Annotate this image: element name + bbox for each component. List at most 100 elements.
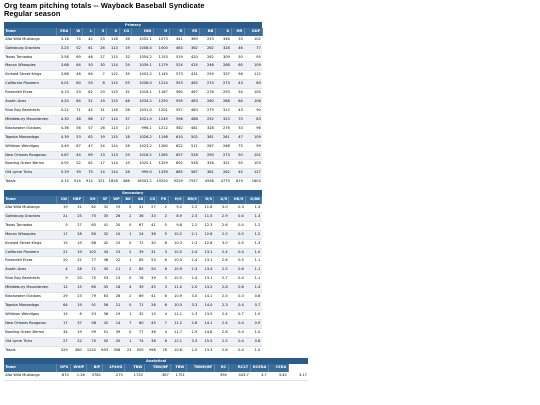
column-header[interactable]: CG (119, 27, 132, 36)
column-header[interactable]: Team (4, 27, 57, 36)
stat-cell: 65 (132, 256, 145, 267)
stat-cell: 20 (56, 256, 69, 267)
stat-cell: 1.1 (245, 274, 262, 285)
stat-cell: 98 (83, 319, 98, 329)
column-header[interactable]: CERA (268, 364, 289, 373)
table-row: Old Lyme Ticks 5.29 39 75 14 114 28 999.0 1339 68… (4, 168, 263, 179)
column-header[interactable]: HR (231, 27, 245, 36)
stat-cell: 3.68 (56, 61, 70, 72)
stat-cell: 12.3 (198, 221, 214, 231)
stat-cell: 77 (83, 256, 98, 267)
column-header[interactable]: SF (97, 196, 110, 205)
team-name-cell: Texas Tornados (4, 53, 56, 63)
table-row: Austin Aces 4.20 64 51 19 115 48 1034.2 1250 595 4… (4, 97, 263, 107)
column-header[interactable]: WHIP (70, 364, 87, 373)
column-header[interactable]: BB (199, 27, 216, 36)
column-header[interactable]: TBW (124, 364, 145, 373)
column-header[interactable]: HBP (68, 196, 84, 205)
stat-cell: 0.3 (228, 204, 246, 213)
team-name-cell: Blackwater Outlaws (4, 124, 56, 134)
column-header[interactable]: GDP (244, 27, 263, 36)
column-header[interactable]: R (169, 27, 185, 36)
stat-cell: 37 (119, 115, 131, 125)
column-header[interactable]: K/9 (213, 196, 230, 205)
column-header[interactable]: G (106, 27, 120, 36)
column-header[interactable]: K (215, 27, 232, 36)
stat-cell: 48 (70, 70, 82, 81)
table-row: Bowling Green Berms 34 19 99 51 39 0 77 36 4 11.7 2… (4, 328, 262, 338)
stat-cell: 28 (68, 265, 83, 276)
column-header[interactable]: H/9 (168, 196, 184, 205)
column-header[interactable]: 1W (56, 196, 70, 205)
stat-cell: 39 (70, 168, 82, 179)
table-row: Galesburg Grackles 3.25 52 61 26 113 19 1008.0 1… (4, 44, 263, 54)
column-header[interactable]: INN (131, 27, 154, 36)
column-header[interactable]: SB (132, 196, 146, 205)
column-header[interactable]: TBWH/BF (186, 364, 215, 373)
column-header[interactable]: TBW/BF (144, 364, 171, 373)
column-header[interactable]: BK (121, 196, 134, 205)
column-header[interactable]: CS (144, 196, 158, 205)
stat-cell: .275 (102, 372, 124, 382)
column-header[interactable]: RCERA (250, 364, 269, 373)
stat-cell: 3782 (86, 372, 102, 382)
stat-cell: 55 (82, 79, 94, 90)
stat-cell: 288 (215, 97, 231, 107)
column-header[interactable]: ERA (56, 27, 71, 36)
team-name-cell: Macon Whoopies (4, 230, 57, 240)
stat-cell: 528 (184, 151, 199, 161)
column-header[interactable]: 1P4VG (102, 364, 125, 373)
stat-cell: 115 (106, 53, 119, 63)
stat-cell: 32 (97, 204, 110, 213)
stat-cell: 113 (106, 124, 119, 134)
stat-cell: 27 (68, 221, 83, 231)
stat-cell: 0.4 (228, 248, 246, 258)
column-header[interactable]: BB/9 (183, 196, 199, 205)
column-header[interactable]: R/9 (198, 196, 215, 205)
stat-cell: 420 (184, 53, 199, 63)
totals-cell: 0.4 (228, 345, 246, 355)
column-header[interactable]: WP (109, 196, 122, 205)
stat-cell: 262 (199, 44, 215, 54)
column-header[interactable]: OPS (56, 364, 71, 373)
stat-cell: 309 (215, 53, 231, 63)
stat-cell: 273 (215, 79, 231, 90)
column-header[interactable]: RC (214, 364, 229, 373)
stat-cell: 2 (156, 204, 169, 213)
stat-cell: 328 (199, 124, 215, 134)
stat-cell: 346 (215, 35, 231, 45)
stat-cell: 62 (82, 133, 94, 143)
stat-cell: 4.20 (56, 97, 70, 107)
column-header[interactable]: ER (184, 27, 200, 36)
stat-cell: 116 (106, 35, 119, 45)
stat-cell: 57 (82, 124, 94, 134)
column-header[interactable]: TBW (170, 364, 187, 373)
primary-totals-row: Totals 4.15 914 914 321 1828 486 16303.2 19250 92… (4, 177, 263, 187)
stat-cell: 1.0 (245, 310, 262, 320)
column-header[interactable]: Team (4, 364, 57, 373)
column-header[interactable]: S (94, 27, 107, 36)
stat-cell: 1034.2 (131, 97, 153, 107)
stat-cell: 52 (70, 44, 82, 54)
column-header[interactable]: L (82, 27, 95, 36)
column-header[interactable]: SH (83, 196, 98, 205)
stat-cell: 6 (156, 265, 169, 276)
column-header[interactable]: K/BB (245, 196, 263, 205)
secondary-body: Alto Wild Mustangs 19 31 62 32 19 0 41 27 2 9.2 2.2… (4, 204, 262, 347)
stat-cell: 48 (70, 115, 82, 125)
column-header[interactable]: W (70, 27, 83, 36)
stat-cell: 1054.2 (131, 53, 153, 63)
column-header[interactable]: H (153, 27, 170, 36)
stat-cell: 34 (56, 328, 69, 338)
stat-cell: 77 (132, 328, 145, 338)
column-header[interactable]: RC27 (228, 364, 251, 373)
column-header[interactable]: PK (156, 196, 169, 205)
stat-cell: 91 (83, 301, 98, 311)
column-header[interactable]: HR/9 (228, 196, 246, 205)
column-header[interactable]: Team (4, 196, 58, 205)
secondary-table: Secondary Team 1W HBP SH SF WP BK SB CS PK H/9 BB/9… (4, 190, 263, 355)
stat-cell: 53 (97, 274, 110, 285)
column-header[interactable]: BIP (86, 364, 103, 373)
stat-cell: 2 (121, 212, 133, 222)
stat-cell: 47 (82, 142, 94, 152)
